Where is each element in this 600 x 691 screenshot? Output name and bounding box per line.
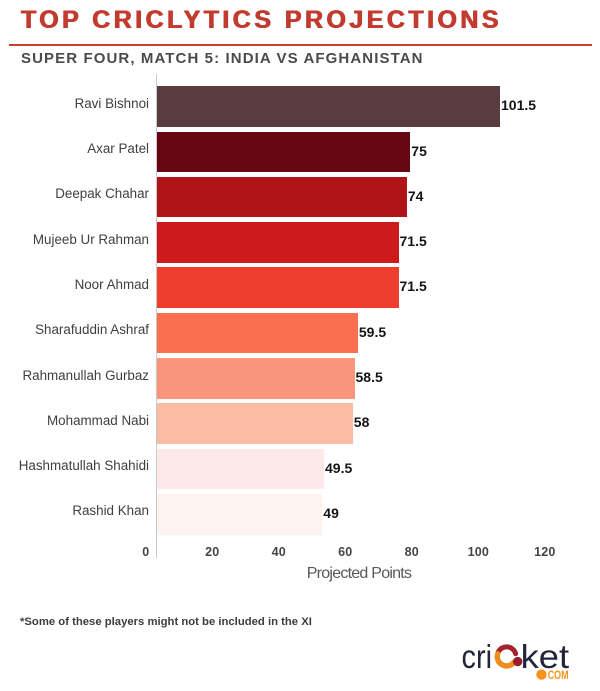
svg-text:COM: COM: [548, 670, 569, 682]
svg-text:ket: ket: [521, 639, 570, 676]
svg-text:cri: cri: [462, 639, 493, 676]
